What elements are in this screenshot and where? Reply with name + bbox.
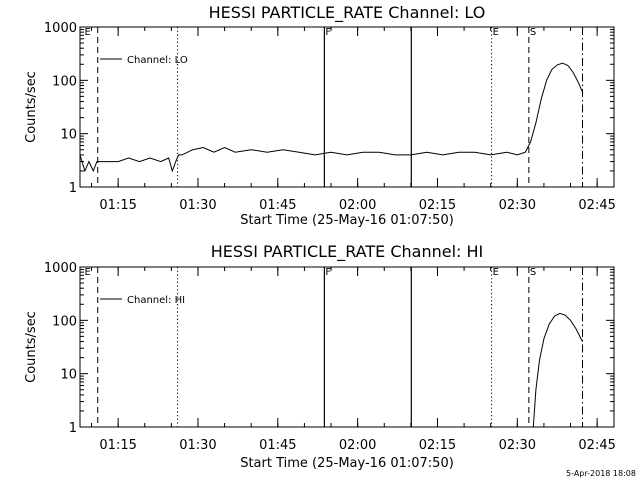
footer-timestamp: 5-Apr-2018 18:08 bbox=[566, 469, 636, 478]
y-tick-label: 10 bbox=[60, 368, 77, 383]
y-tick-label: 1000 bbox=[44, 261, 77, 276]
chart-panel-1: HESSI PARTICLE_RATE Channel: LO 1 10 100 100… bbox=[24, 3, 616, 228]
x-tick-label: 02:00 bbox=[339, 438, 376, 453]
chart-title: HESSI PARTICLE_RATE Channel: LO bbox=[209, 3, 486, 23]
event-marker-label: E bbox=[85, 267, 91, 278]
event-marker-label: E bbox=[493, 267, 499, 278]
y-axis-label: Counts/sec bbox=[24, 71, 39, 143]
event-marker-label: E bbox=[493, 27, 499, 38]
data-series-line bbox=[532, 312, 583, 428]
event-marker-label: F bbox=[325, 27, 331, 38]
legend-label: Channel: HI bbox=[127, 295, 185, 306]
x-tick-label: 02:15 bbox=[419, 198, 456, 213]
x-tick-label: 02:30 bbox=[499, 438, 536, 453]
event-marker-label: F bbox=[325, 267, 331, 278]
y-tick-label: 100 bbox=[52, 314, 77, 329]
x-tick-label: 01:45 bbox=[259, 438, 296, 453]
y-tick-label: 1 bbox=[69, 181, 77, 196]
x-tick-label: 02:15 bbox=[419, 438, 456, 453]
data-series-line bbox=[79, 62, 583, 173]
plot-frame bbox=[79, 266, 615, 428]
x-tick-label: 02:30 bbox=[499, 198, 536, 213]
event-marker-label: E bbox=[85, 27, 91, 38]
x-tick-label: 01:30 bbox=[179, 438, 216, 453]
legend-label: Channel: LO bbox=[127, 55, 188, 66]
x-tick-label: 01:15 bbox=[99, 198, 136, 213]
event-marker-label: S bbox=[530, 267, 536, 278]
x-tick-label: 02:00 bbox=[339, 198, 376, 213]
x-axis-label: Start Time (25-May-16 01:07:50) bbox=[240, 213, 454, 228]
chart-panel-2: HESSI PARTICLE_RATE Channel: HI 1 10 100 100… bbox=[24, 242, 616, 471]
event-marker-label: S bbox=[530, 27, 536, 38]
x-tick-label: 01:30 bbox=[179, 198, 216, 213]
x-tick-label: 02:45 bbox=[578, 198, 615, 213]
x-tick-label: 01:45 bbox=[259, 198, 296, 213]
y-tick-label: 100 bbox=[52, 74, 77, 89]
y-tick-label: 10 bbox=[60, 128, 77, 143]
x-tick-label: 01:15 bbox=[99, 438, 136, 453]
y-tick-label: 1000 bbox=[44, 21, 77, 36]
y-tick-label: 1 bbox=[69, 421, 77, 436]
chart-title: HESSI PARTICLE_RATE Channel: HI bbox=[211, 242, 484, 262]
x-tick-label: 02:45 bbox=[578, 438, 615, 453]
y-axis-label: Counts/sec bbox=[24, 311, 39, 383]
plot-frame bbox=[79, 26, 615, 188]
x-axis-label: Start Time (25-May-16 01:07:50) bbox=[240, 456, 454, 471]
